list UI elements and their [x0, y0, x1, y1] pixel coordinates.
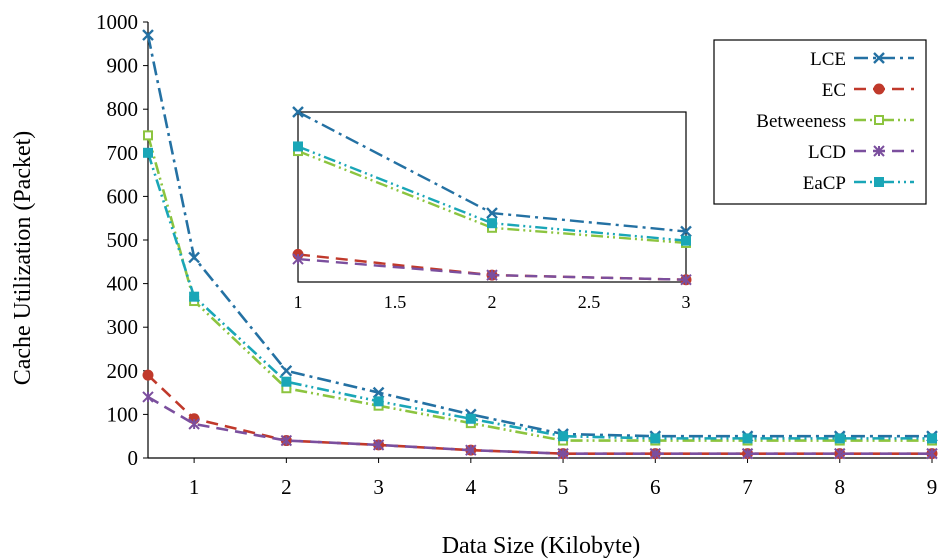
inset-x-tick-label: 1: [294, 292, 303, 312]
data-point: [188, 418, 200, 430]
data-point: [927, 433, 937, 444]
legend-entry-lcd: LCD: [808, 142, 914, 163]
data-point: [280, 364, 293, 377]
y-tick-label: 500: [107, 228, 139, 252]
data-point: [650, 433, 661, 444]
inset-series-lcd: [292, 253, 692, 286]
data-point: [142, 29, 154, 41]
legend-entry-lce: LCE: [810, 49, 914, 70]
inset-frame: [297, 111, 687, 283]
data-point: [558, 431, 569, 442]
inset-data-point: [292, 253, 304, 265]
x-tick-label: 2: [281, 475, 292, 499]
data-point: [143, 147, 153, 158]
legend-marker: [874, 115, 884, 125]
legend: LCE EC Betweeness LCD EaCP: [713, 39, 927, 205]
series-ec: [142, 369, 938, 460]
x-tick-label: 5: [558, 475, 569, 499]
inset-series-line: [297, 145, 687, 242]
y-tick-label: 0: [128, 446, 139, 470]
legend-marker: [873, 83, 885, 95]
inset-data-point: [293, 141, 303, 152]
x-axis-label: Data Size (Kilobyte): [442, 533, 641, 559]
y-tick-label: 1000: [96, 10, 138, 34]
y-tick-label: 600: [107, 184, 139, 208]
x-tick-label: 8: [835, 475, 846, 499]
data-point: [189, 291, 200, 302]
data-point: [465, 444, 477, 456]
data-point: [557, 447, 569, 460]
inset-series-lce: [292, 106, 692, 238]
x-tick-label: 1: [189, 475, 200, 499]
y-tick-label: 300: [107, 315, 139, 339]
series-line: [146, 152, 932, 440]
inset-x-tick-label: 3: [682, 292, 691, 312]
legend-marker: [874, 177, 884, 187]
series-lcd: [142, 391, 938, 460]
y-axis-label: Cache Utilization (Packet): [10, 131, 36, 386]
data-point: [373, 396, 384, 407]
data-point: [465, 413, 476, 424]
y-tick-label: 800: [107, 97, 139, 121]
legend-marker: [873, 52, 885, 64]
series-line: [146, 135, 932, 442]
x-tick-label: 9: [927, 475, 938, 499]
x-tick-label: 4: [466, 475, 477, 499]
inset-data-point: [680, 225, 692, 238]
inset-series-line: [297, 149, 687, 245]
legend-label: EaCP: [803, 173, 846, 194]
legend-marker: [873, 145, 885, 157]
data-point: [142, 369, 154, 381]
inset-data-point: [292, 106, 304, 118]
data-point: [280, 434, 293, 447]
y-tick-label: 100: [107, 402, 139, 426]
legend-label: LCE: [810, 49, 846, 70]
inset-data-point: [487, 218, 497, 229]
series-line: [147, 395, 932, 455]
legend-entry-betweeness: Betweeness: [756, 111, 914, 132]
data-point: [742, 433, 753, 444]
data-point: [372, 439, 385, 451]
inset-plot: 1 1.5 2 2.5 3: [292, 106, 692, 312]
data-point: [142, 391, 154, 403]
inset-x-tick-label: 2.5: [578, 292, 601, 312]
legend-label: LCD: [808, 142, 846, 163]
series-line: [147, 374, 932, 455]
main-plot-area: 0 100 200 300 400 500 600 700 800 900 1000 1 2 3 4 5 6 7 8…: [96, 10, 938, 499]
y-tick-label: 700: [107, 141, 139, 165]
legend-entry-ec: EC: [822, 80, 914, 101]
data-point: [649, 447, 662, 460]
legend-label: Betweeness: [756, 111, 846, 132]
inset-series-eacp: [293, 141, 691, 246]
data-point: [281, 376, 292, 387]
inset-data-point: [486, 269, 498, 281]
data-point: [372, 386, 385, 399]
data-point: [188, 251, 200, 264]
x-tick-label: 6: [650, 475, 661, 499]
data-point: [834, 447, 846, 460]
x-tick-label: 7: [742, 475, 753, 499]
data-point: [926, 447, 938, 460]
data-point: [834, 433, 845, 444]
series-eacp: [143, 147, 937, 444]
data-point: [143, 130, 153, 141]
legend-frame: [713, 39, 927, 205]
inset-data-point: [680, 273, 692, 286]
y-tick-label: 900: [107, 54, 139, 78]
y-tick-label: 200: [107, 359, 139, 383]
legend-entry-eacp: EaCP: [803, 173, 914, 194]
series-line: [146, 34, 932, 438]
legend-label: EC: [822, 80, 846, 101]
inset-data-point: [486, 207, 498, 219]
inset-data-point: [681, 235, 691, 246]
data-point: [741, 447, 754, 460]
x-tick-label: 3: [373, 475, 384, 499]
inset-x-tick-label: 2: [488, 292, 497, 312]
inset-x-tick-label: 1.5: [384, 292, 407, 312]
y-tick-label: 400: [107, 272, 139, 296]
